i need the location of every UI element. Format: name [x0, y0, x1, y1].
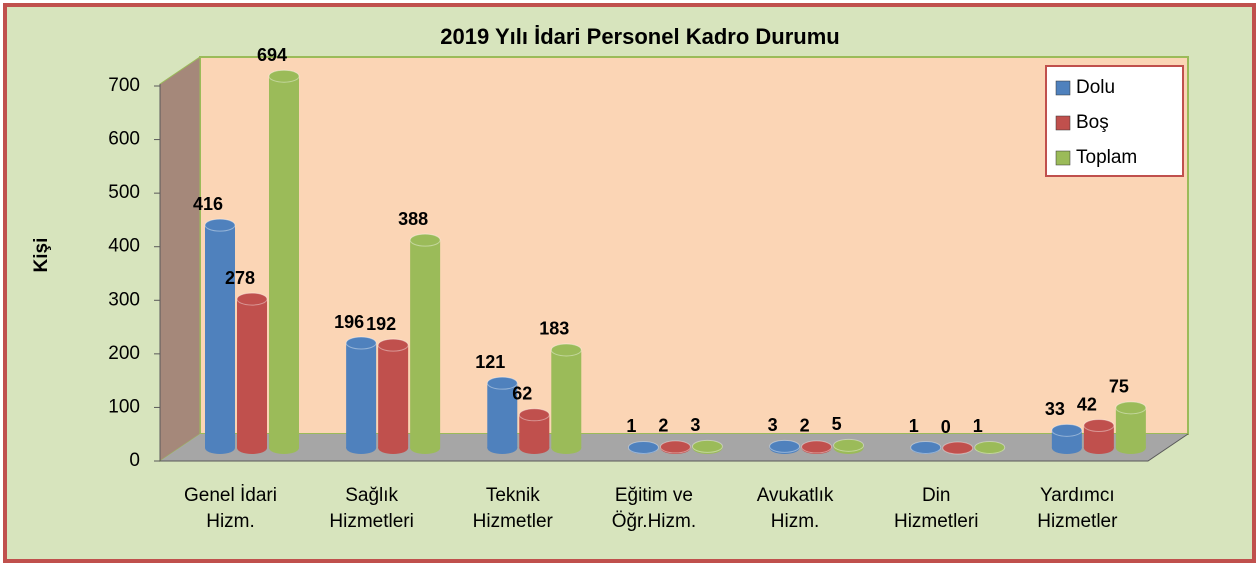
x-tick-label: Teknik Hizmetler — [472, 485, 553, 532]
chart-title: 2019 Yılı İdari Personel Kadro Durumu — [440, 24, 839, 49]
bar — [269, 76, 299, 448]
data-label: 62 — [512, 384, 532, 404]
bar-top — [409, 233, 441, 247]
bar-top — [204, 218, 236, 232]
bar-top — [377, 338, 409, 352]
data-label: 3 — [768, 415, 778, 435]
data-label: 388 — [398, 209, 428, 229]
y-tick-label: 100 — [108, 396, 140, 417]
data-label: 2 — [800, 416, 810, 436]
x-tick-label: Avukatlık Hizm. — [756, 485, 834, 532]
y-tick-label: 200 — [108, 343, 140, 364]
data-label: 2 — [658, 416, 668, 436]
bar-top — [518, 408, 550, 422]
y-tick-label: 400 — [108, 236, 140, 257]
bar-top — [1115, 401, 1147, 415]
x-tick-label: Genel İdari Hizm. — [184, 485, 277, 532]
data-label: 1 — [973, 416, 983, 436]
bar-top — [486, 376, 518, 390]
x-axis — [160, 433, 1189, 462]
bar-top — [345, 336, 377, 350]
x-tick-label: Eğitim ve Öğr.Hizm. — [611, 485, 697, 532]
bar-top — [769, 439, 801, 453]
side-wall — [159, 56, 201, 462]
bar — [1115, 407, 1146, 448]
data-label: 196 — [334, 312, 364, 332]
bar — [410, 240, 441, 448]
y-tick-label: 300 — [108, 289, 140, 310]
bar — [1083, 425, 1114, 448]
y-tick-label: 700 — [108, 75, 140, 96]
legend-label: Toplam — [1076, 147, 1137, 168]
data-label: 416 — [193, 194, 223, 214]
bar-top — [268, 69, 300, 83]
data-label: 3 — [690, 415, 700, 435]
y-axis-label: Kişi — [31, 238, 52, 273]
data-label: 33 — [1045, 399, 1065, 419]
x-tick-label: Sağlık Hizmetleri — [329, 485, 414, 532]
data-label: 192 — [366, 314, 396, 334]
data-label: 42 — [1077, 394, 1097, 414]
bar — [378, 345, 409, 448]
bar-top — [942, 441, 974, 455]
legend-swatch — [1055, 150, 1071, 166]
bar-top — [910, 440, 942, 454]
y-tick-label: 600 — [108, 129, 140, 150]
bar-top — [236, 292, 268, 306]
bar-top — [659, 440, 691, 454]
bar-top — [1083, 419, 1115, 432]
bar-top — [974, 440, 1006, 454]
data-label: 694 — [257, 45, 287, 65]
legend-swatch — [1055, 80, 1071, 96]
y-tick-label: 0 — [129, 450, 140, 471]
data-label: 1 — [626, 416, 636, 436]
x-tick-label: Din Hizmetleri — [893, 485, 979, 532]
x-tick-label: Yardımcı Hizmetler — [1037, 485, 1118, 532]
data-label: 278 — [225, 268, 255, 288]
legend-swatch — [1055, 115, 1071, 131]
data-label: 5 — [832, 414, 842, 434]
bar-top — [801, 440, 833, 454]
bar — [551, 349, 582, 448]
bar-top — [627, 440, 659, 454]
bar — [237, 299, 267, 448]
data-label: 0 — [941, 417, 951, 437]
data-label: 183 — [539, 319, 569, 339]
bar-top — [1051, 423, 1083, 437]
bar — [487, 383, 518, 448]
data-label: 75 — [1109, 377, 1129, 397]
bar — [346, 343, 377, 448]
legend-label: Dolu — [1076, 77, 1115, 98]
bar-top — [691, 439, 723, 453]
legend-label: Boş — [1076, 112, 1109, 133]
data-label: 121 — [475, 352, 505, 372]
bar-top — [833, 438, 865, 452]
bar-top — [550, 343, 582, 357]
data-label: 1 — [909, 416, 919, 436]
bar — [205, 225, 235, 448]
y-tick-label: 500 — [108, 182, 140, 203]
